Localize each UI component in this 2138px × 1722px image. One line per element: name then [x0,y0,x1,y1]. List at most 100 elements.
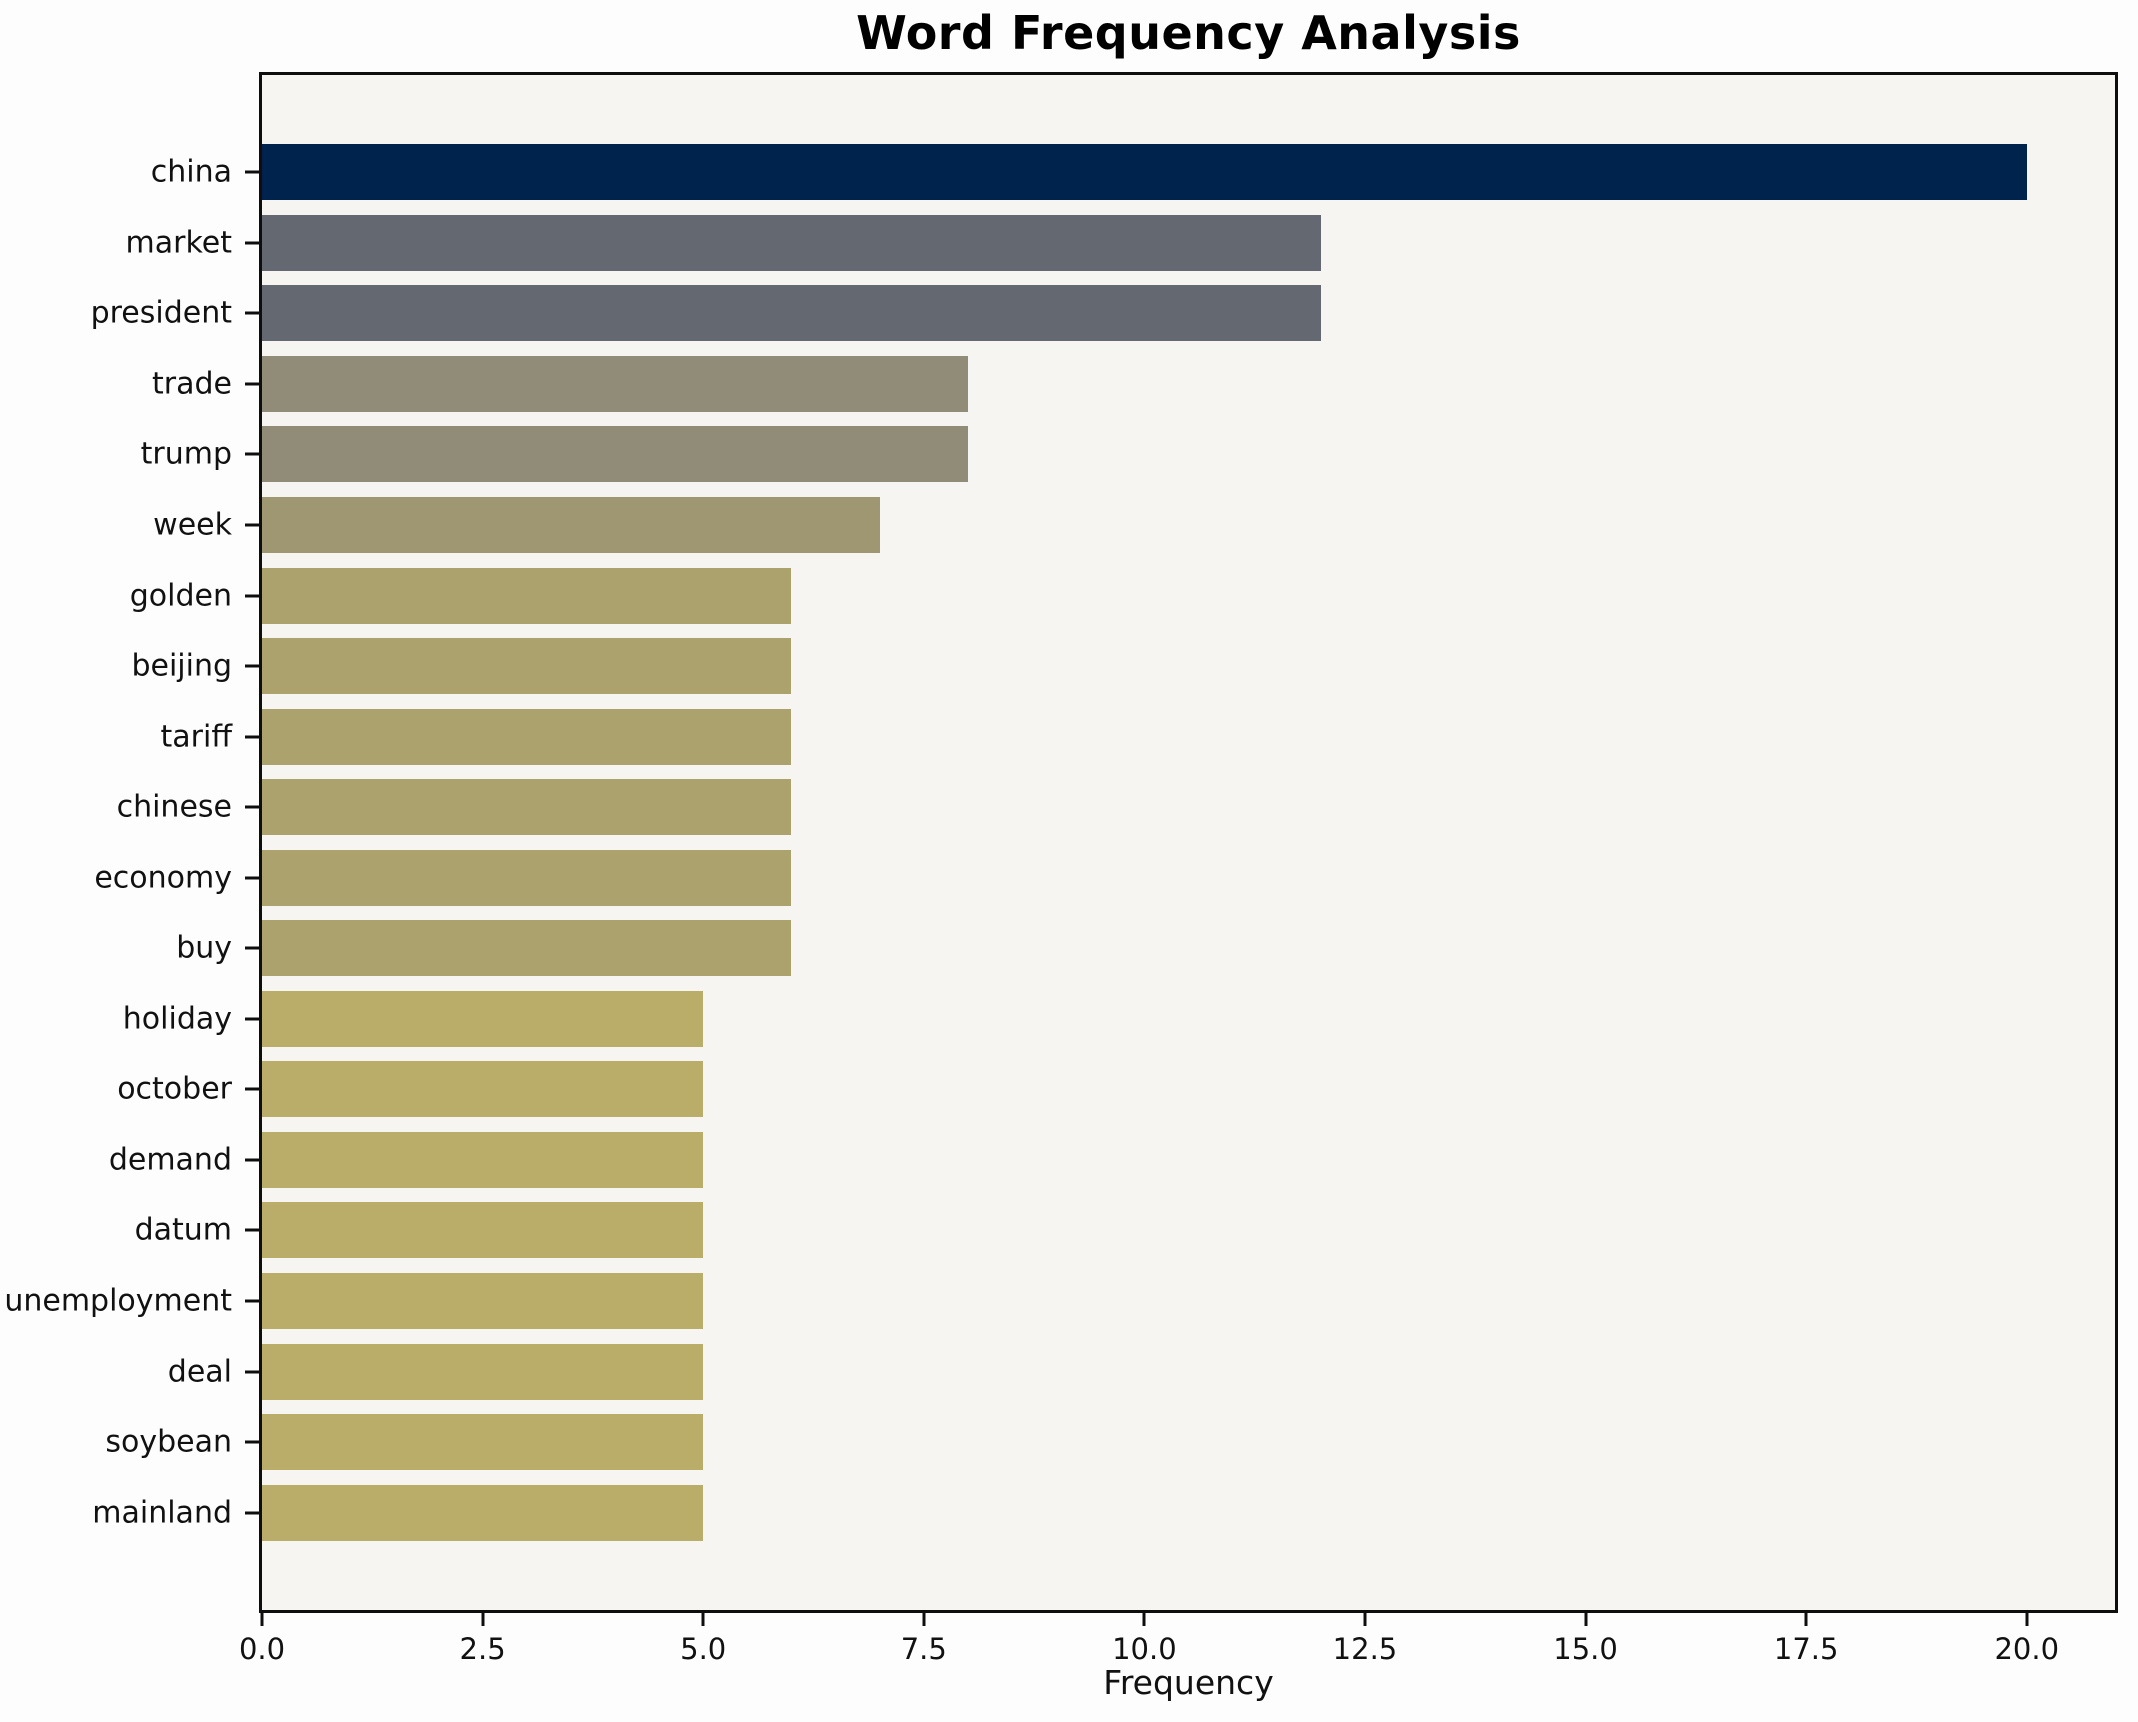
bar-row: market [126,208,2115,279]
y-tick-label: deal [167,1354,232,1390]
bar-row: golden [130,560,2115,631]
x-tick-label: 17.5 [1773,1632,1839,1666]
bar-row: mainland [92,1477,2115,1548]
x-tick-mark [922,1613,926,1626]
bar-market [262,214,1321,271]
y-tick-mark [245,311,259,315]
y-tick-label: soybean [105,1424,232,1460]
y-tick-label: tariff [160,719,232,755]
y-tick-mark [245,1370,259,1374]
bar-row: demand [109,1125,2115,1196]
y-tick-mark [245,241,259,245]
bar-economy [262,849,792,906]
bar-row: trump [141,419,2115,490]
y-tick-label: chinese [116,789,232,825]
bar-week [262,497,880,553]
bar-soybean [262,1414,704,1471]
bar-row: economy [94,842,2115,913]
plot-area: china market president trade trump week golden… [4,72,2118,1666]
bar-row: october [117,1054,2115,1125]
y-tick-label: unemployment [4,1283,232,1319]
x-tick-label: 2.5 [459,1632,506,1666]
bar-golden [262,567,792,624]
bar-tariff [262,708,792,765]
y-tick-label: golden [129,578,232,614]
bar-chinese [262,779,792,836]
y-tick-label: trade [152,366,232,402]
bar-row: holiday [123,984,2115,1055]
y-tick-mark [245,382,259,386]
y-tick-mark [245,170,259,174]
bars: china market president trade trump week golden… [4,75,2115,1610]
y-tick-label: president [90,295,232,331]
x-axis-label: Frequency [1103,1663,1274,1702]
bar-row: week [153,490,2115,561]
bar-mainland [262,1484,704,1541]
y-tick-label: demand [108,1142,232,1178]
bar-row: president [91,278,2115,349]
bar-datum [262,1202,704,1259]
x-tick-label: 0.0 [238,1632,286,1666]
bar-october [262,1061,704,1118]
y-tick-mark [245,1087,259,1091]
y-tick-label: holiday [122,1001,232,1037]
x-tick-mark [1142,1613,1146,1626]
bar-holiday [262,990,704,1047]
bar-row: trade [152,349,2115,420]
chart-title: Word Frequency Analysis [856,6,1521,60]
bar-row: tariff [161,701,2115,772]
y-tick-mark [245,1511,259,1515]
x-axis: 0.0 2.5 5.0 7.5 10.0 12.5 15.0 17.5 20.0 [239,1610,2115,1710]
bar-row: beijing [131,631,2115,702]
x-tick-mark [1363,1613,1367,1626]
bar-row: deal [168,1336,2115,1407]
x-tick-mark [260,1613,264,1626]
bar-china [262,144,2027,201]
y-tick-mark [245,805,259,809]
y-tick-mark [245,735,259,739]
x-tick-label: 5.0 [680,1632,727,1666]
y-tick-mark [245,946,259,950]
x-tick-mark [701,1613,705,1626]
bar-demand [262,1131,704,1188]
y-tick-mark [245,594,259,598]
bar-unemployment [262,1273,704,1330]
y-tick-label: week [153,507,232,543]
y-tick-mark [245,523,259,527]
y-tick-mark [245,1228,259,1232]
bar-row: china [151,137,2115,208]
bar-row: soybean [105,1407,2115,1478]
bar-row: buy [176,913,2115,984]
bar-buy [262,920,792,977]
x-tick-mark [481,1613,485,1626]
x-tick-mark [2025,1613,2029,1626]
y-tick-mark [245,664,259,668]
bar-row: datum [135,1195,2115,1266]
bar-trump [262,426,968,483]
y-tick-mark [245,876,259,880]
x-tick-label: 10.0 [1112,1632,1177,1666]
x-tick-label: 12.5 [1332,1632,1398,1666]
bar-beijing [262,638,792,695]
bar-president [262,285,1321,342]
y-tick-mark [245,1158,259,1162]
bar-row: unemployment [4,1266,2115,1337]
bar-row: chinese [117,772,2115,843]
y-tick-label: market [125,225,232,261]
x-tick-label: 15.0 [1553,1632,1618,1666]
y-tick-mark [245,1299,259,1303]
y-tick-label: economy [94,860,232,896]
y-tick-label: beijing [131,648,232,684]
bar-trade [262,355,968,412]
y-tick-label: buy [176,930,232,966]
y-tick-label: china [150,154,232,190]
y-tick-label: mainland [92,1495,232,1531]
x-tick-label: 20.0 [1994,1632,2060,1666]
y-tick-label: trump [140,436,232,472]
y-tick-label: datum [134,1212,232,1248]
x-tick-label: 7.5 [900,1632,947,1666]
y-tick-mark [245,1440,259,1444]
y-tick-mark [245,452,259,456]
x-tick-mark [1584,1613,1588,1626]
